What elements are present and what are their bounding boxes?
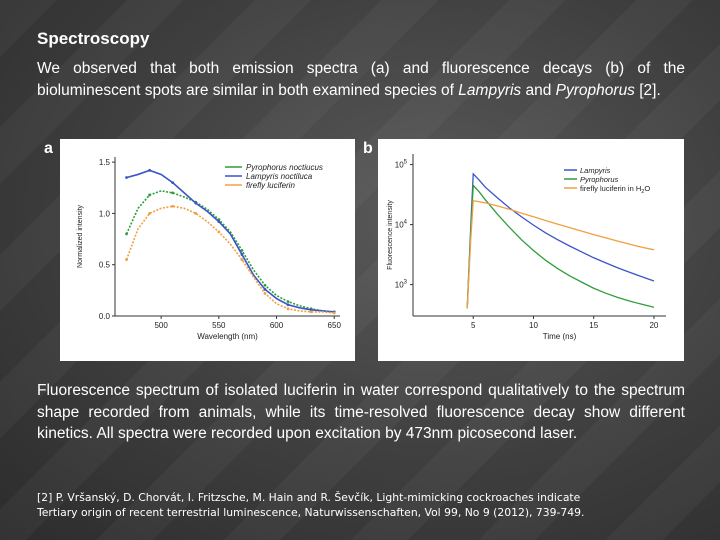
- point-a-1-6: [194, 201, 198, 205]
- tick-label-b-y-exp-2: 3: [404, 280, 408, 286]
- point-a-1-8: [217, 220, 221, 224]
- point-a-2-18: [332, 311, 336, 315]
- point-a-1-16: [309, 308, 313, 312]
- point-a-2-10: [240, 258, 244, 261]
- reference-line-1: [2] P. Vršanský, D. Chorvát, I. Fritzsch…: [37, 491, 581, 504]
- point-a-0-4: [171, 191, 175, 195]
- legend-a-label-2: firefly luciferin: [246, 181, 295, 190]
- tick-label-b-x-2: 15: [589, 321, 598, 330]
- reference: [2] P. Vršanský, D. Chorvát, I. Fritzsch…: [37, 490, 697, 520]
- point-a-2-4: [171, 204, 175, 208]
- point-a-2-2: [148, 212, 152, 215]
- axis-label-a-y: Normalized intensity: [77, 204, 84, 268]
- tick-label-a-y-2: 1.0: [99, 209, 111, 218]
- axis-label-b-y: Fluorescence intensity: [387, 200, 394, 270]
- axis-label-a-x: Wavelength (nm): [197, 332, 258, 341]
- point-a-2-8: [217, 230, 221, 234]
- slide-title: Spectroscopy: [37, 29, 150, 48]
- intro-text-3: [2].: [634, 81, 661, 99]
- tick-label-a-x-1: 550: [212, 321, 226, 330]
- tick-label-b-y-0: 105: [395, 160, 408, 170]
- legend-b-label-2: firefly luciferin in H2O: [580, 184, 650, 195]
- panel-b-label: b: [363, 140, 373, 157]
- axis-label-b-x: Time (ns): [543, 332, 577, 341]
- point-a-1-2: [148, 168, 152, 172]
- point-a-1-14: [286, 303, 290, 307]
- series-b-0: [466, 172, 655, 309]
- series-a-0: [125, 190, 335, 313]
- tick-label-a-x-3: 650: [328, 321, 342, 330]
- point-a-1-10: [240, 253, 244, 256]
- tick-label-b-x-0: 5: [471, 321, 476, 330]
- point-a-2-6: [194, 212, 198, 215]
- legend-a-label-1: Lampyris noctiluca: [246, 172, 313, 181]
- tick-label-b-y-exp-0: 5: [404, 160, 408, 166]
- tick-label-a-x-2: 600: [270, 321, 284, 330]
- legend-b-label-part-2: O: [644, 184, 650, 193]
- tick-label-a-y-0: 0.0: [99, 312, 111, 321]
- point-a-0-12: [263, 283, 267, 287]
- point-a-0-10: [240, 248, 244, 252]
- series-b-2: [466, 199, 655, 309]
- point-a-0-14: [286, 300, 290, 304]
- series-a-2: [125, 205, 335, 314]
- series-b-1: [466, 183, 655, 309]
- point-a-2-12: [263, 292, 267, 295]
- point-a-2-16: [309, 310, 313, 314]
- tick-label-b-y-exp-1: 4: [404, 220, 408, 226]
- series-a-1: [126, 169, 335, 313]
- legend-b-label-1: Pyrophorus: [580, 175, 619, 184]
- tick-label-b-y-base-0: 10: [395, 161, 404, 170]
- point-a-1-12: [263, 287, 267, 291]
- summary-paragraph: Fluorescence spectrum of isolated lucife…: [37, 382, 685, 442]
- tick-label-b-y-base-2: 10: [395, 281, 404, 290]
- legend-b-label-part-1: 2: [641, 189, 644, 195]
- point-a-0-2: [148, 193, 152, 197]
- fluorescence-decay-chart: 5 10 15 20 105 104 103 Time (ns) Fluorescence in…: [378, 139, 684, 361]
- intro-text-1: We observed that both emission spectra (…: [37, 60, 685, 99]
- point-a-0-0: [125, 232, 128, 236]
- point-a-2-0: [125, 258, 128, 261]
- tick-label-b-x-1: 10: [529, 321, 538, 330]
- tick-label-a-x-0: 500: [154, 321, 168, 330]
- tick-label-b-y-1: 104: [395, 220, 408, 230]
- intro-lampyris: Lampyris: [458, 81, 522, 99]
- intro-text-2: and: [521, 81, 556, 99]
- point-a-1-4: [171, 181, 175, 185]
- legend-b-label-0: Lampyris: [580, 166, 611, 175]
- tick-label-a-y-1: 0.5: [99, 261, 111, 270]
- reference-line-2: Tertiary origin of recent terrestrial lu…: [37, 506, 585, 519]
- tick-label-a-y-3: 1.5: [99, 158, 111, 167]
- emission-spectra-chart: 500 550 600 650 0.0 0.5 1.0 1.5 Wavelength (nm) N…: [60, 139, 355, 361]
- tick-label-b-y-2: 103: [395, 280, 408, 290]
- legend-a-label-0: Pyrophorus noctiucus: [246, 163, 323, 172]
- legend-b-label-part-0: firefly luciferin in H: [580, 184, 641, 193]
- point-a-1-0: [125, 176, 128, 179]
- intro-paragraph: We observed that both emission spectra (…: [37, 58, 685, 101]
- intro-pyrophorus: Pyrophorus: [555, 81, 635, 99]
- tick-label-b-y-base-1: 10: [395, 221, 404, 230]
- emission-spectra-svg: 500 550 600 650 0.0 0.5 1.0 1.5 Wavelength (nm) N…: [77, 157, 342, 341]
- point-a-2-14: [286, 307, 290, 311]
- panel-a-label: a: [44, 140, 53, 157]
- tick-label-b-x-3: 20: [649, 321, 658, 330]
